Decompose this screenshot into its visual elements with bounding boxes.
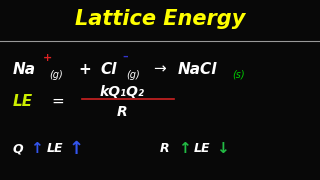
Text: Na: Na [13, 62, 36, 77]
Text: ↑: ↑ [69, 140, 84, 158]
Text: Lattice Energy: Lattice Energy [75, 9, 245, 29]
Text: NaCl: NaCl [178, 62, 217, 77]
Text: ↑: ↑ [178, 141, 190, 156]
Text: ↓: ↓ [216, 141, 229, 156]
Text: Q: Q [13, 142, 23, 155]
Text: R: R [160, 142, 170, 155]
Text: kQ₁Q₂: kQ₁Q₂ [99, 85, 144, 99]
Text: (g): (g) [126, 70, 140, 80]
Text: →: → [154, 62, 166, 77]
Text: LE: LE [13, 94, 33, 109]
Text: ↑: ↑ [30, 141, 43, 156]
Text: +: + [78, 62, 91, 77]
Text: +: + [43, 53, 52, 64]
Text: R: R [117, 105, 127, 120]
Text: (g): (g) [50, 70, 63, 80]
Text: LE: LE [46, 142, 63, 155]
Text: –: – [123, 52, 128, 62]
Text: =: = [51, 94, 64, 109]
Text: (s): (s) [232, 70, 244, 80]
Text: LE: LE [194, 142, 210, 155]
Text: Cl: Cl [101, 62, 117, 77]
